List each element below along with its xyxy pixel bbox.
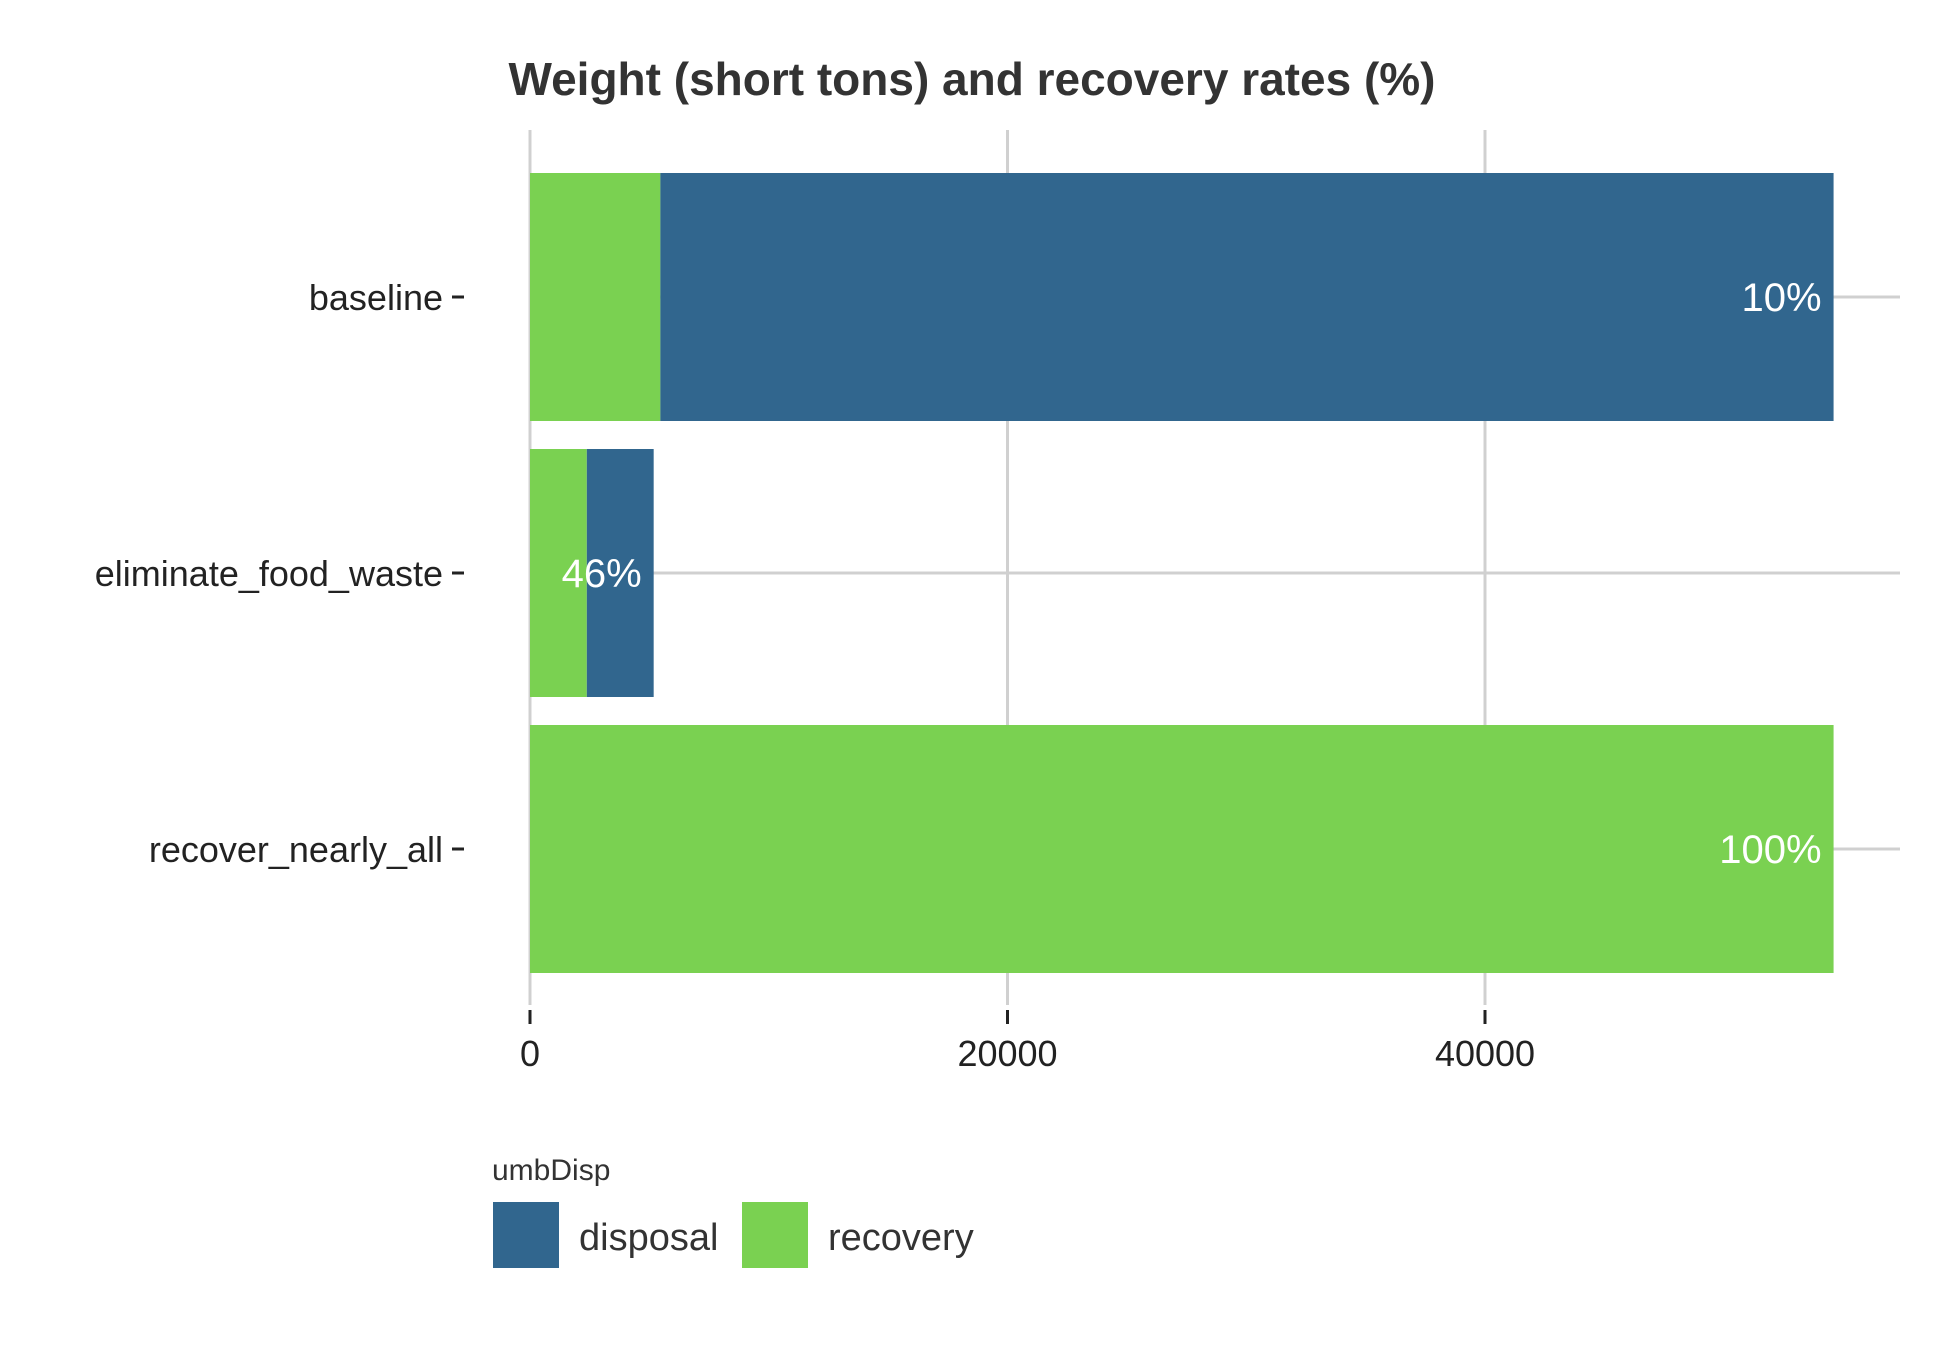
legend-swatch-disposal xyxy=(493,1202,559,1268)
bars xyxy=(530,173,1834,973)
x-tick-label: 0 xyxy=(520,1033,540,1074)
bar-recovery-baseline xyxy=(530,173,661,421)
legend-label-recovery: recovery xyxy=(828,1217,974,1259)
x-tick-label: 40000 xyxy=(1435,1033,1535,1074)
legend-label-disposal: disposal xyxy=(579,1217,718,1259)
x-axis: 0 20000 40000 xyxy=(520,1010,1535,1074)
rate-label-eliminate_food_waste: 46% xyxy=(562,552,642,596)
bar-labels: 10% 46% 100% xyxy=(562,276,1822,872)
category-label-eliminate_food_waste: eliminate_food_waste xyxy=(95,553,443,594)
category-label-recover_nearly_all: recover_nearly_all xyxy=(149,829,443,870)
bar-disposal-baseline xyxy=(660,173,1834,421)
category-label-baseline: baseline xyxy=(309,277,443,318)
y-axis: baseline eliminate_food_waste recover_near… xyxy=(95,277,464,870)
rate-label-baseline: 10% xyxy=(1742,276,1822,320)
bar-recovery-eliminate_food_waste xyxy=(530,449,587,697)
bar-recovery-recover_nearly_all xyxy=(530,725,1834,973)
bar-disposal-eliminate_food_waste xyxy=(586,449,654,697)
legend: umbDisp disposal recovery xyxy=(492,1154,974,1268)
legend-swatch-recovery xyxy=(742,1202,808,1268)
legend-title: umbDisp xyxy=(492,1154,610,1187)
chart-title: Weight (short tons) and recovery rates (… xyxy=(509,53,1436,105)
rate-label-recover_nearly_all: 100% xyxy=(1719,828,1821,872)
x-tick-label: 20000 xyxy=(957,1033,1057,1074)
